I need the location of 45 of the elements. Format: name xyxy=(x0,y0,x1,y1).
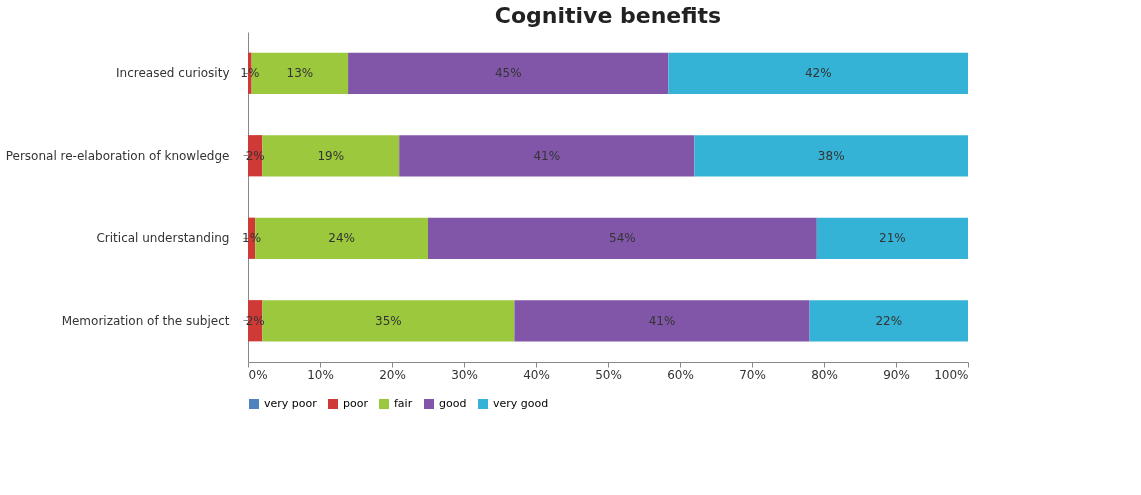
data-label: 1% xyxy=(242,231,262,246)
data-label: 41% xyxy=(648,313,676,328)
bar xyxy=(399,135,695,177)
data-label: 45% xyxy=(494,66,522,81)
data-label: 35% xyxy=(375,313,402,328)
x-tick-label: 0% xyxy=(248,367,268,382)
legend-label: poor xyxy=(343,397,369,410)
data-label: 54% xyxy=(609,231,636,246)
y-tick-label: Memorization of the subject xyxy=(61,313,230,328)
bar xyxy=(816,217,968,259)
bar xyxy=(262,135,400,177)
x-tick-label: 40% xyxy=(523,367,550,382)
y-tick-label: Increased curiosity xyxy=(116,66,230,81)
x-tick-label: 100% xyxy=(934,367,969,382)
bar xyxy=(668,52,968,94)
bar xyxy=(514,300,810,342)
x-tick-label: 80% xyxy=(811,367,838,382)
legend-label: very poor xyxy=(264,397,318,410)
x-tick-label: 50% xyxy=(595,367,622,382)
x-tick-label: 10% xyxy=(307,367,334,382)
legend-label: good xyxy=(439,397,467,410)
x-tick-label: 90% xyxy=(883,367,910,382)
x-tick-label: 60% xyxy=(667,367,694,382)
data-label: 22% xyxy=(875,313,903,328)
chart-title: Cognitive benefits xyxy=(494,3,722,28)
y-tick-label: Personal re-elaboration of knowledge xyxy=(5,148,230,163)
bar xyxy=(262,300,515,342)
data-label: 38% xyxy=(817,148,845,163)
x-tick-label: 70% xyxy=(739,367,766,382)
data-label: 42% xyxy=(804,66,832,81)
data-label: 1% xyxy=(240,66,260,81)
data-label: 21% xyxy=(879,231,906,246)
data-label: 19% xyxy=(317,148,345,163)
legend-label: very good xyxy=(493,397,549,410)
y-tick-label: Critical understanding xyxy=(96,231,230,246)
bar xyxy=(348,52,669,94)
legend-label: fair xyxy=(394,397,413,410)
data-label: 24% xyxy=(328,231,355,246)
x-tick-label: 30% xyxy=(451,367,478,382)
data-label: 41% xyxy=(533,148,561,163)
x-tick-label: 20% xyxy=(379,367,406,382)
data-label: 13% xyxy=(286,66,314,81)
bar xyxy=(809,300,968,342)
bar xyxy=(694,135,968,177)
bar xyxy=(428,217,817,259)
